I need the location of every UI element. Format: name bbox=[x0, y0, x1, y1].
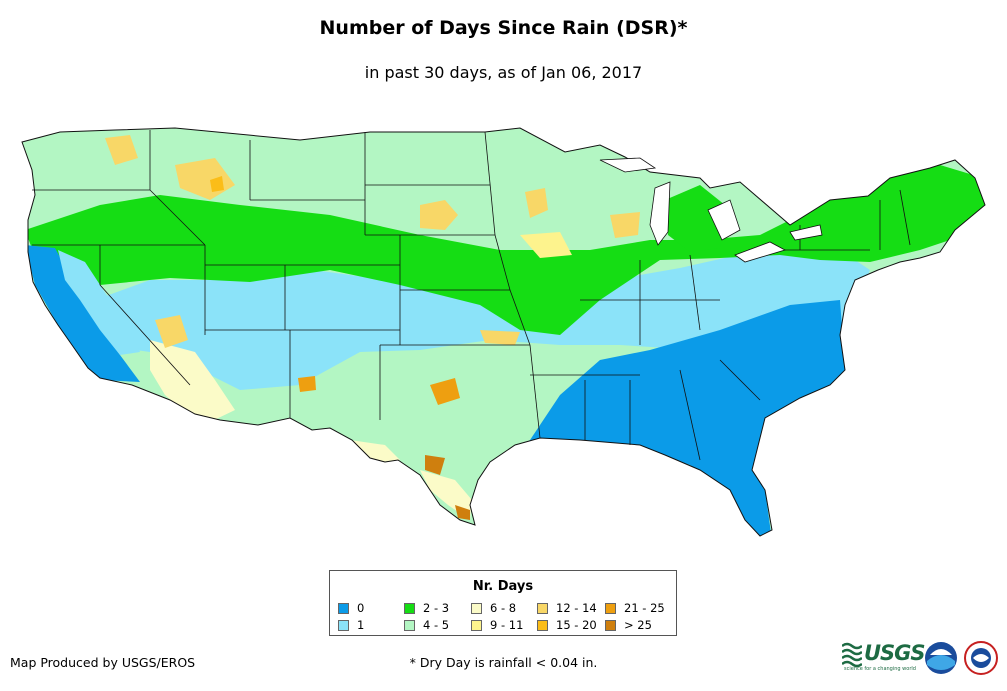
region-2-3-days-michigan bbox=[665, 185, 725, 252]
legend-swatch bbox=[537, 619, 548, 631]
legend-item-0: 0 bbox=[338, 601, 364, 615]
credit-text: Map Produced by USGS/EROS bbox=[10, 655, 196, 670]
legend-item-9-11: 9 - 11 bbox=[471, 618, 523, 632]
legend-item-12-14: 12 - 14 bbox=[537, 601, 597, 615]
usgs-logo: USGS science for a changing world bbox=[842, 638, 972, 678]
legend-label: 15 - 20 bbox=[556, 618, 597, 632]
legend-label: 12 - 14 bbox=[556, 601, 597, 615]
map-legend: Nr. Days 0 1 2 - 3 4 - 5 6 - 8 9 - 11 12… bbox=[329, 570, 677, 636]
legend-title: Nr. Days bbox=[472, 579, 534, 594]
region-1-day-california bbox=[58, 250, 140, 355]
region-12-14-days-minnesota bbox=[525, 188, 548, 218]
map-title: Number of Days Since Rain (DSR)* bbox=[319, 17, 688, 39]
region-0-days-california bbox=[25, 245, 140, 382]
legend-item-21-25: 21 - 25 bbox=[605, 601, 665, 615]
legend-label: 0 bbox=[357, 601, 365, 615]
region-2-3-days-north bbox=[25, 165, 985, 335]
legend-label: 6 - 8 bbox=[490, 601, 517, 615]
legend-label: 4 - 5 bbox=[423, 618, 450, 632]
dsr-regions bbox=[22, 128, 985, 536]
legend-swatch bbox=[471, 602, 482, 614]
legend-swatch bbox=[338, 602, 349, 614]
legend-item-4-5: 4 - 5 bbox=[404, 618, 449, 632]
map-subtitle: in past 30 days, as of Jan 06, 2017 bbox=[364, 63, 643, 82]
region-12-14-days-kansas bbox=[480, 330, 520, 345]
region-12-14-days-washington bbox=[105, 135, 138, 165]
legend-item-1: 1 bbox=[338, 618, 364, 632]
region-6-8-days-southwest bbox=[150, 340, 235, 422]
legend-swatch bbox=[404, 602, 415, 614]
legend-item-6-8: 6 - 8 bbox=[471, 601, 516, 615]
legend-item-15-20: 15 - 20 bbox=[537, 618, 597, 632]
legend-item-2-3: 2 - 3 bbox=[404, 601, 449, 615]
region-21-25-days-oklahoma bbox=[430, 378, 460, 405]
usgs-tagline: science for a changing world bbox=[844, 666, 916, 672]
legend-swatch bbox=[605, 602, 616, 614]
region-1-day bbox=[95, 230, 870, 390]
region-21-25-days-new-mexico bbox=[298, 376, 316, 392]
dry-day-note: * Dry Day is rainfall < 0.04 in. bbox=[409, 655, 598, 670]
region-12-14-days-wisconsin bbox=[610, 212, 640, 238]
region-15-20-days-idaho bbox=[210, 176, 224, 192]
legend-item-gt-25: > 25 bbox=[605, 618, 652, 632]
region-gt25-days-south-texas bbox=[455, 505, 470, 520]
legend-swatch bbox=[338, 619, 349, 631]
region-6-8-days-border bbox=[350, 440, 400, 462]
usgs-wave-icon bbox=[842, 642, 862, 668]
usgs-wordmark: USGS bbox=[864, 641, 926, 665]
legend-label: 21 - 25 bbox=[624, 601, 665, 615]
legend-swatch bbox=[404, 619, 415, 631]
region-9-11-days-iowa bbox=[520, 232, 572, 258]
us-outline bbox=[21, 127, 986, 537]
region-12-14-days-nevada bbox=[155, 315, 188, 348]
legend-label: 1 bbox=[357, 618, 365, 632]
legend-label: > 25 bbox=[624, 618, 652, 632]
region-0-days-southeast bbox=[500, 300, 845, 536]
noaa-logo-icon bbox=[925, 642, 957, 674]
state-boundaries bbox=[32, 130, 911, 461]
legend-label: 2 - 3 bbox=[423, 601, 450, 615]
legend-swatch bbox=[605, 619, 616, 631]
region-12-14-days-dakota bbox=[420, 200, 458, 230]
national-weather-service-logo-icon bbox=[964, 641, 998, 675]
legend-swatch bbox=[537, 602, 548, 614]
great-lakes bbox=[599, 157, 823, 263]
legend-swatch bbox=[471, 619, 482, 631]
legend-label: 9 - 11 bbox=[490, 618, 524, 632]
region-gt25-days-texas bbox=[425, 455, 445, 475]
